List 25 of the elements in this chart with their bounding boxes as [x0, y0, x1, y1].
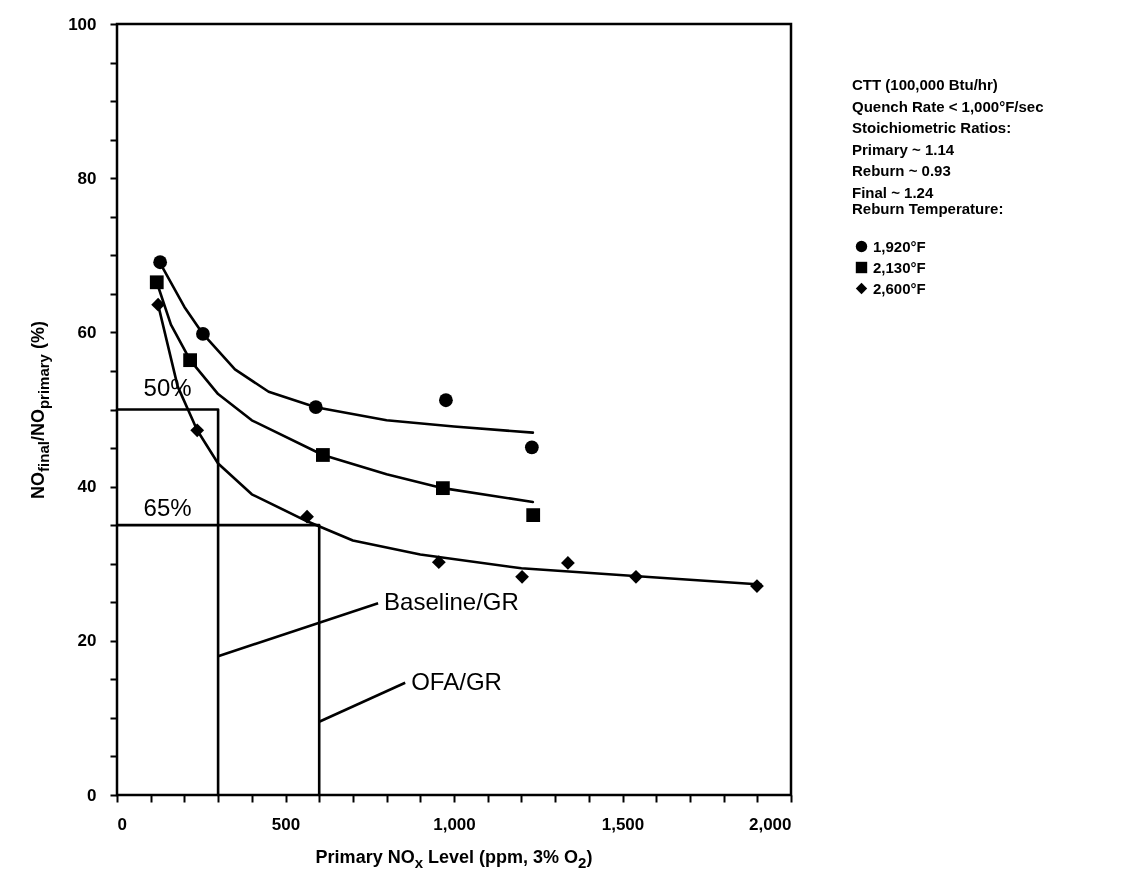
legend-label: 1,920°F	[873, 237, 926, 255]
text: Reburn ~ 0.93	[852, 162, 951, 179]
x-tick-label: 0	[117, 814, 127, 834]
y-tick-label: 40	[77, 477, 97, 497]
x-tick-label: 1,500	[601, 814, 645, 834]
legend-label: 2,600°F	[873, 279, 926, 297]
x-tick-label: 500	[271, 814, 301, 834]
text: CTT (100,000 Btu/hr)	[852, 76, 998, 93]
x-tick-label: 1,000	[433, 814, 476, 834]
x-axis-title: Primary NO$_{x}$ Level (ppm, 3% O$_{2}$)	[315, 847, 593, 871]
legend-title: Reburn Temperature:	[852, 200, 1004, 217]
y-tick-label: 0	[87, 785, 97, 805]
text: Final ~ 1.24	[852, 183, 934, 201]
annotation: OFA/GR	[411, 667, 502, 695]
text: Primary ~ 1.14	[852, 140, 955, 158]
text: Quench Rate < 1,000°F/sec	[852, 97, 1044, 115]
y-tick-label: 20	[77, 631, 97, 651]
y-tick-label: 60	[77, 322, 97, 342]
y-tick-label: 80	[77, 168, 97, 188]
x-tick-label: 2,000	[748, 814, 792, 834]
text: Stoichiometric Ratios:	[852, 119, 1012, 136]
annotation: 65%	[143, 494, 192, 522]
y-tick-label: 100	[68, 14, 97, 34]
annotation: Baseline/GR	[384, 588, 519, 616]
legend-label: 2,130°F	[873, 258, 926, 276]
